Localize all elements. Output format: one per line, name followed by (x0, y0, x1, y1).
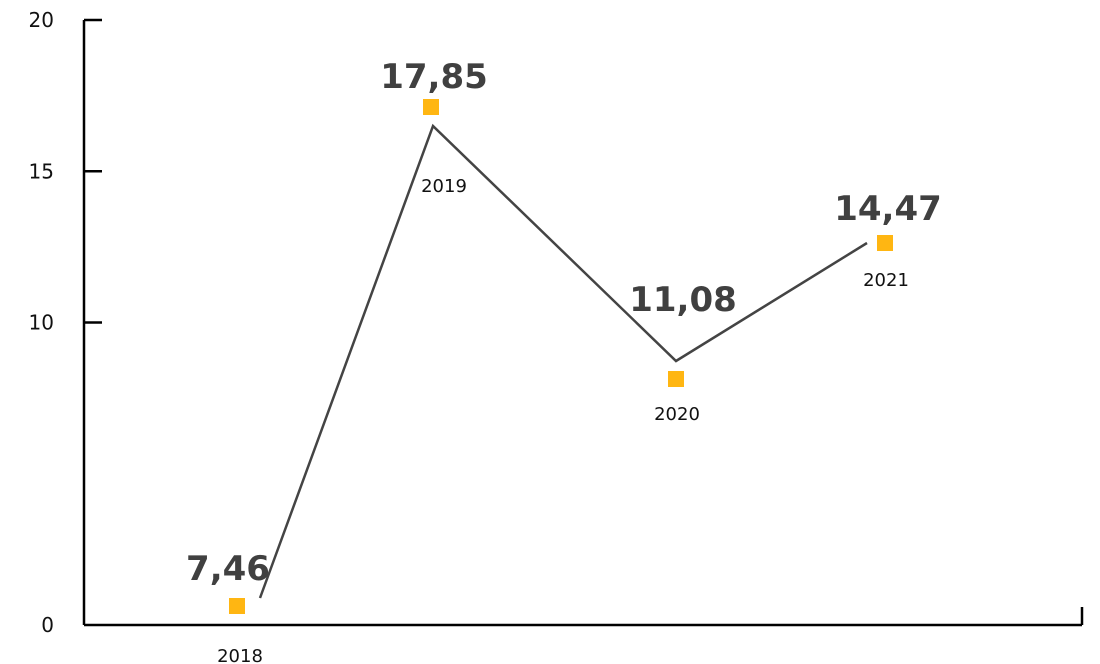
data-value-label: 7,46 (186, 549, 270, 589)
data-point-marker (668, 371, 684, 387)
axes (82, 20, 1084, 627)
y-tick-label: 15 (29, 159, 54, 183)
year-label: 2020 (654, 404, 700, 425)
data-point-marker (229, 598, 245, 614)
y-axis-ticks: 0 10 15 20 (29, 8, 102, 637)
data-value-label: 17,85 (380, 57, 488, 97)
series-line (258, 123, 868, 599)
y-tick-label: 20 (29, 8, 54, 32)
markers (229, 99, 893, 614)
data-value-label: 11,08 (629, 280, 737, 320)
series (258, 123, 868, 599)
year-label: 2019 (421, 176, 467, 197)
data-value-label: 14,47 (834, 189, 942, 229)
year-label: 2021 (863, 270, 909, 291)
y-tick-label: 10 (29, 311, 54, 335)
y-tick-label: 0 (41, 613, 54, 637)
data-point-marker (423, 99, 439, 115)
data-point-marker (877, 235, 893, 251)
year-label: 2018 (217, 646, 263, 664)
labels: 7,46 2018 17,85 2019 11,08 2020 14,47 2021 (186, 57, 942, 664)
